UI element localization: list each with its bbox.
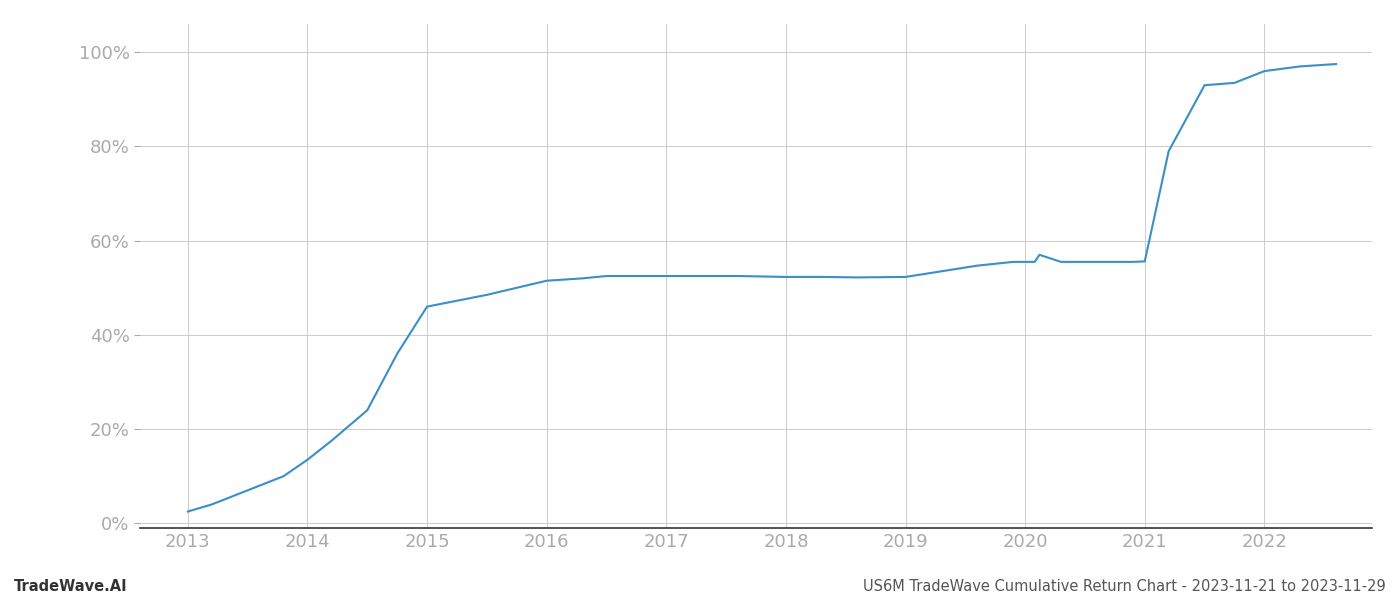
- Text: US6M TradeWave Cumulative Return Chart - 2023-11-21 to 2023-11-29: US6M TradeWave Cumulative Return Chart -…: [864, 579, 1386, 594]
- Text: TradeWave.AI: TradeWave.AI: [14, 579, 127, 594]
